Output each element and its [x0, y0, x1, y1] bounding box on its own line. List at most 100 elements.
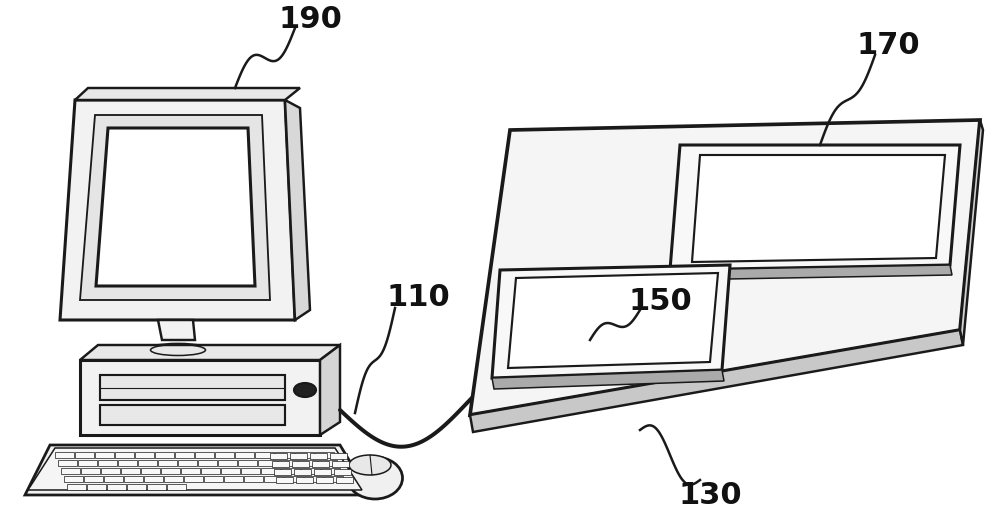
FancyBboxPatch shape [272, 461, 289, 467]
FancyBboxPatch shape [278, 460, 297, 466]
FancyBboxPatch shape [98, 460, 117, 466]
FancyBboxPatch shape [324, 476, 343, 482]
FancyBboxPatch shape [224, 476, 243, 482]
Text: 130: 130 [678, 481, 742, 509]
Ellipse shape [143, 344, 213, 360]
FancyBboxPatch shape [175, 452, 194, 458]
Polygon shape [80, 360, 320, 435]
FancyBboxPatch shape [238, 460, 257, 466]
FancyBboxPatch shape [284, 476, 303, 482]
FancyBboxPatch shape [184, 476, 203, 482]
FancyBboxPatch shape [84, 476, 103, 482]
FancyBboxPatch shape [258, 460, 277, 466]
Polygon shape [80, 115, 270, 300]
FancyBboxPatch shape [167, 484, 186, 490]
FancyBboxPatch shape [318, 460, 337, 466]
Text: 150: 150 [628, 287, 692, 316]
Polygon shape [492, 370, 724, 389]
Ellipse shape [349, 455, 391, 475]
FancyBboxPatch shape [235, 452, 254, 458]
FancyBboxPatch shape [138, 460, 157, 466]
FancyBboxPatch shape [64, 476, 83, 482]
FancyBboxPatch shape [67, 484, 86, 490]
FancyBboxPatch shape [144, 476, 163, 482]
FancyBboxPatch shape [310, 453, 327, 459]
FancyBboxPatch shape [164, 476, 183, 482]
FancyBboxPatch shape [198, 460, 217, 466]
FancyBboxPatch shape [87, 484, 106, 490]
FancyBboxPatch shape [115, 452, 134, 458]
FancyBboxPatch shape [118, 460, 137, 466]
FancyBboxPatch shape [55, 452, 74, 458]
FancyBboxPatch shape [312, 461, 329, 467]
FancyBboxPatch shape [304, 476, 323, 482]
FancyBboxPatch shape [181, 468, 200, 474]
FancyBboxPatch shape [158, 460, 177, 466]
FancyBboxPatch shape [296, 477, 313, 483]
Ellipse shape [348, 457, 402, 499]
Polygon shape [960, 120, 983, 345]
FancyBboxPatch shape [301, 468, 320, 474]
FancyBboxPatch shape [201, 468, 220, 474]
FancyBboxPatch shape [141, 468, 160, 474]
FancyBboxPatch shape [127, 484, 146, 490]
Polygon shape [470, 120, 980, 415]
Polygon shape [508, 273, 718, 368]
Text: 190: 190 [278, 5, 342, 34]
FancyBboxPatch shape [274, 469, 291, 475]
Polygon shape [470, 330, 963, 432]
FancyBboxPatch shape [155, 452, 174, 458]
FancyBboxPatch shape [290, 453, 307, 459]
FancyBboxPatch shape [316, 477, 333, 483]
FancyBboxPatch shape [244, 476, 263, 482]
FancyBboxPatch shape [124, 476, 143, 482]
Polygon shape [670, 265, 952, 280]
FancyBboxPatch shape [78, 460, 97, 466]
Text: 170: 170 [856, 31, 920, 59]
FancyBboxPatch shape [261, 468, 280, 474]
FancyBboxPatch shape [276, 477, 293, 483]
FancyBboxPatch shape [161, 468, 180, 474]
FancyBboxPatch shape [334, 469, 351, 475]
FancyBboxPatch shape [275, 452, 294, 458]
FancyBboxPatch shape [61, 468, 80, 474]
FancyBboxPatch shape [321, 468, 340, 474]
Polygon shape [25, 445, 370, 495]
FancyBboxPatch shape [215, 452, 234, 458]
FancyBboxPatch shape [332, 461, 349, 467]
FancyBboxPatch shape [255, 452, 274, 458]
FancyBboxPatch shape [315, 452, 334, 458]
Polygon shape [100, 405, 285, 425]
Polygon shape [492, 265, 730, 378]
FancyBboxPatch shape [58, 460, 77, 466]
FancyBboxPatch shape [195, 452, 214, 458]
FancyBboxPatch shape [294, 469, 311, 475]
Polygon shape [285, 100, 310, 320]
FancyBboxPatch shape [178, 460, 197, 466]
FancyBboxPatch shape [330, 453, 347, 459]
FancyBboxPatch shape [104, 476, 123, 482]
Polygon shape [96, 128, 255, 286]
Polygon shape [320, 345, 340, 435]
Polygon shape [80, 345, 340, 360]
Polygon shape [158, 320, 195, 340]
FancyBboxPatch shape [204, 476, 223, 482]
FancyBboxPatch shape [107, 484, 126, 490]
FancyBboxPatch shape [221, 468, 240, 474]
FancyBboxPatch shape [95, 452, 114, 458]
FancyBboxPatch shape [270, 453, 287, 459]
FancyBboxPatch shape [336, 477, 353, 483]
Polygon shape [75, 88, 300, 100]
FancyBboxPatch shape [295, 452, 314, 458]
Ellipse shape [294, 383, 316, 397]
FancyBboxPatch shape [281, 468, 300, 474]
FancyBboxPatch shape [241, 468, 260, 474]
FancyBboxPatch shape [292, 461, 309, 467]
Polygon shape [100, 375, 285, 400]
FancyBboxPatch shape [218, 460, 237, 466]
Polygon shape [692, 155, 945, 262]
FancyBboxPatch shape [264, 476, 283, 482]
FancyBboxPatch shape [314, 469, 331, 475]
FancyBboxPatch shape [135, 452, 154, 458]
Polygon shape [28, 448, 362, 490]
